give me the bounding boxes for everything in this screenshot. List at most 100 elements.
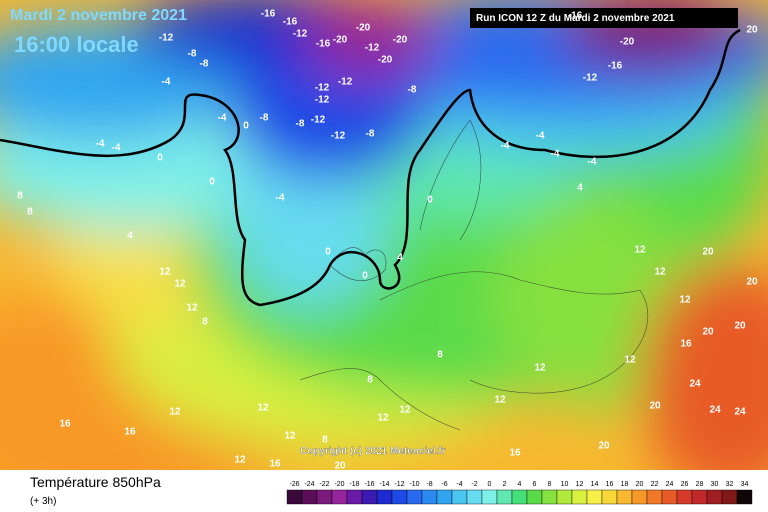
scale-label: 10 <box>561 481 569 488</box>
scale-swatch <box>496 489 513 505</box>
isotherm-label: -16 <box>568 11 583 22</box>
isotherm-label: -8 <box>260 113 269 124</box>
isotherm-label: -16 <box>316 39 331 50</box>
scale-swatch <box>391 489 408 505</box>
isotherm-label: 20 <box>598 441 610 452</box>
isotherm-label: -4 <box>112 143 121 154</box>
isotherm-label: 0 <box>243 121 249 132</box>
copyright: Copyright (c) 2021 Meteociel.fr <box>300 446 446 457</box>
scale-swatch <box>631 489 648 505</box>
scale-swatch <box>361 489 378 505</box>
scale-swatch <box>466 489 483 505</box>
isotherm-label: -12 <box>583 73 598 84</box>
isotherm-label: 20 <box>334 461 346 472</box>
scale-swatch <box>511 489 528 505</box>
footer-title: Température 850hPa <box>30 474 161 490</box>
scale-swatch <box>346 489 363 505</box>
isotherm-label: 0 <box>325 247 331 258</box>
scale-swatch <box>616 489 633 505</box>
isotherm-label: 4 <box>127 231 133 242</box>
scale-swatch <box>541 489 558 505</box>
time-label: 16:00 locale <box>14 32 139 57</box>
isotherm-label: 0 <box>362 271 368 282</box>
scale-swatch <box>646 489 663 505</box>
scale-label: -26 <box>289 481 299 488</box>
isotherm-label: -8 <box>296 119 305 130</box>
isotherm-label: 8 <box>367 375 373 386</box>
isotherm-label: -4 <box>551 149 560 160</box>
isotherm-label: 4 <box>577 183 583 194</box>
isotherm-label: 12 <box>624 355 636 366</box>
isotherm-label: 8 <box>17 191 23 202</box>
isotherm-label: -12 <box>293 29 308 40</box>
scale-swatch <box>316 489 333 505</box>
color-scale: -26 -24 -22 -20 -18 -16 -14 -12 -10 -8 -6 -4 -2 0 2 4 6 8… <box>286 481 753 505</box>
isotherm-label: -12 <box>159 33 174 44</box>
scale-label: 30 <box>711 481 719 488</box>
scale-label: 16 <box>606 481 614 488</box>
scale-swatch <box>436 489 453 505</box>
scale-swatch <box>406 489 423 505</box>
scale-swatch <box>556 489 573 505</box>
scale-swatch <box>586 489 603 505</box>
isotherm-label: 0 <box>209 177 215 188</box>
scale-label: 18 <box>621 481 629 488</box>
isotherm-label: -20 <box>620 37 635 48</box>
scale-swatch <box>421 489 438 505</box>
scale-swatch <box>706 489 723 505</box>
isotherm-label: -20 <box>393 35 408 46</box>
isotherm-label: -4 <box>162 77 171 88</box>
scale-label: -18 <box>349 481 359 488</box>
isotherm-label: -8 <box>366 129 375 140</box>
scale-swatch <box>451 489 468 505</box>
run-label: Run ICON 12 Z du Mardi 2 novembre 2021 <box>476 13 675 24</box>
isotherm-label: 16 <box>269 459 281 470</box>
isotherm-label: -4 <box>588 157 597 168</box>
isotherm-label: 12 <box>377 413 389 424</box>
scale-label: 22 <box>651 481 659 488</box>
isotherm-label: 12 <box>399 405 411 416</box>
scale-swatch <box>376 489 393 505</box>
isotherm-label: 12 <box>494 395 506 406</box>
scale-label: -20 <box>334 481 344 488</box>
scale-label: 20 <box>636 481 644 488</box>
isotherm-label: -12 <box>315 95 330 106</box>
isotherm-label: 12 <box>257 403 269 414</box>
scale-label: 6 <box>533 481 537 488</box>
isotherm-label: -4 <box>536 131 545 142</box>
isotherm-label: -12 <box>311 115 326 126</box>
scale-swatch <box>676 489 693 505</box>
isotherm-labels: -16-16-12-16 -20-20-12-20-20-8-12-12-12-1… <box>17 9 758 472</box>
isotherm-label: 0 <box>157 153 163 164</box>
isotherm-label: 12 <box>159 267 171 278</box>
isotherm-label: 8 <box>322 435 328 446</box>
isotherm-label: -12 <box>365 43 380 54</box>
isotherm-label: 20 <box>746 277 758 288</box>
coastlines <box>299 119 649 431</box>
isotherm-label: 16 <box>59 419 71 430</box>
isotherm-label: 20 <box>746 25 758 36</box>
isotherm-label: -12 <box>315 83 330 94</box>
scale-label: 2 <box>503 481 507 488</box>
isotherm-label: -20 <box>378 55 393 66</box>
scale-label: -10 <box>409 481 419 488</box>
isotherm-label: 16 <box>124 427 136 438</box>
isotherm-label: 12 <box>534 363 546 374</box>
scale-swatch <box>571 489 588 505</box>
isotherm-label: 20 <box>649 401 661 412</box>
zero-isotherm <box>0 28 741 307</box>
isotherm-label: 8 <box>202 317 208 328</box>
isotherm-label: -4 <box>218 113 227 124</box>
isotherm-label: 12 <box>654 267 666 278</box>
isotherm-label: -8 <box>188 49 197 60</box>
isotherm-label: 8 <box>27 207 33 218</box>
isotherm-label: 12 <box>186 303 198 314</box>
scale-label: 4 <box>518 481 522 488</box>
isotherm-label: -8 <box>200 59 209 70</box>
isotherm-label: 16 <box>680 339 692 350</box>
scale-swatch <box>721 489 738 505</box>
isotherm-label: 8 <box>437 350 443 361</box>
